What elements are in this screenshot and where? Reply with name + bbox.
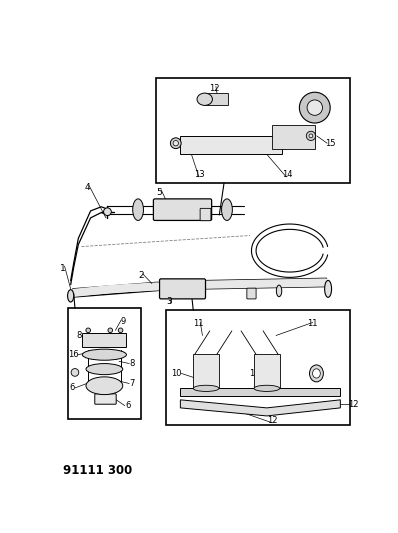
Text: 6: 6 xyxy=(125,401,131,410)
Text: 5: 5 xyxy=(157,188,162,197)
Ellipse shape xyxy=(71,369,79,376)
Text: 10: 10 xyxy=(172,369,182,378)
Ellipse shape xyxy=(310,365,324,382)
FancyBboxPatch shape xyxy=(247,288,256,299)
Ellipse shape xyxy=(103,208,111,215)
Text: 4: 4 xyxy=(85,183,90,192)
Text: 16: 16 xyxy=(68,350,79,359)
Text: 6: 6 xyxy=(69,383,75,392)
Text: 7: 7 xyxy=(130,379,135,388)
Text: 8: 8 xyxy=(76,332,81,341)
Text: 1: 1 xyxy=(60,264,66,273)
FancyBboxPatch shape xyxy=(160,279,205,299)
Ellipse shape xyxy=(82,349,127,360)
Polygon shape xyxy=(180,400,340,416)
FancyBboxPatch shape xyxy=(272,125,315,149)
Polygon shape xyxy=(73,282,158,297)
Ellipse shape xyxy=(86,364,123,375)
Text: 11: 11 xyxy=(193,319,204,328)
Text: 15: 15 xyxy=(325,139,336,148)
Bar xyxy=(193,354,219,389)
Ellipse shape xyxy=(108,328,113,333)
FancyBboxPatch shape xyxy=(200,208,211,221)
Text: 12: 12 xyxy=(348,400,359,409)
Ellipse shape xyxy=(222,199,232,221)
Bar xyxy=(254,354,280,389)
Text: 3: 3 xyxy=(166,297,172,306)
Text: 9: 9 xyxy=(120,317,125,326)
Text: 14: 14 xyxy=(283,170,293,179)
FancyBboxPatch shape xyxy=(179,136,282,154)
Ellipse shape xyxy=(276,285,282,297)
Text: 10: 10 xyxy=(249,369,259,378)
Text: 12: 12 xyxy=(209,84,220,93)
Ellipse shape xyxy=(197,93,213,106)
Ellipse shape xyxy=(118,328,123,333)
Bar xyxy=(205,93,228,106)
Ellipse shape xyxy=(309,134,313,138)
Ellipse shape xyxy=(254,385,280,391)
Text: 2: 2 xyxy=(139,271,144,280)
Bar xyxy=(156,78,349,183)
Text: 91111 300: 91111 300 xyxy=(63,464,132,477)
Ellipse shape xyxy=(133,199,143,221)
Ellipse shape xyxy=(299,92,330,123)
Ellipse shape xyxy=(307,100,322,115)
Ellipse shape xyxy=(68,289,74,302)
Text: 13: 13 xyxy=(194,170,204,179)
Bar xyxy=(82,333,127,347)
Ellipse shape xyxy=(193,385,219,391)
Text: 12: 12 xyxy=(267,416,277,425)
Ellipse shape xyxy=(306,131,316,141)
Polygon shape xyxy=(180,389,340,397)
FancyBboxPatch shape xyxy=(153,199,212,221)
Text: 8: 8 xyxy=(130,359,135,368)
Ellipse shape xyxy=(173,141,178,146)
Ellipse shape xyxy=(86,377,123,394)
Ellipse shape xyxy=(86,328,90,333)
Text: 11: 11 xyxy=(308,319,318,328)
Ellipse shape xyxy=(170,138,181,149)
Polygon shape xyxy=(204,278,326,289)
FancyBboxPatch shape xyxy=(95,394,116,404)
Ellipse shape xyxy=(325,280,332,297)
Ellipse shape xyxy=(312,369,320,378)
Bar xyxy=(68,308,141,419)
Bar xyxy=(166,310,349,425)
